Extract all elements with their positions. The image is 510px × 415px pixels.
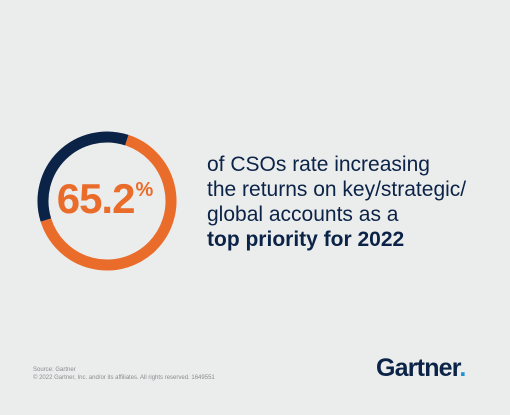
percentage-number: 65.2 <box>56 175 136 222</box>
copyright-note: © 2022 Gartner, Inc. and/or its affiliat… <box>33 375 215 381</box>
percentage-value: 65.2% <box>30 178 180 220</box>
statement-line-2: the returns on key/strategic/ <box>207 178 467 201</box>
statement-line-1: of CSOs rate increasing <box>207 153 430 176</box>
donut-arc-remainder <box>37 131 129 222</box>
statement-line-4-bold: top priority for 2022 <box>207 228 405 251</box>
donut-arc-value <box>40 134 177 271</box>
percentage-sign: % <box>135 179 154 201</box>
logo-wordmark: Gartner <box>376 354 460 382</box>
statement-text: of CSOs rate increasing the returns on k… <box>207 152 502 252</box>
footer: Source: Gartner © 2022 Gartner, Inc. and… <box>33 366 215 382</box>
logo-dot: . <box>459 354 466 382</box>
statement-line-3: global accounts as a <box>207 203 399 226</box>
source-note: Source: Gartner <box>33 367 76 373</box>
gartner-logo: Gartner. <box>376 353 466 383</box>
